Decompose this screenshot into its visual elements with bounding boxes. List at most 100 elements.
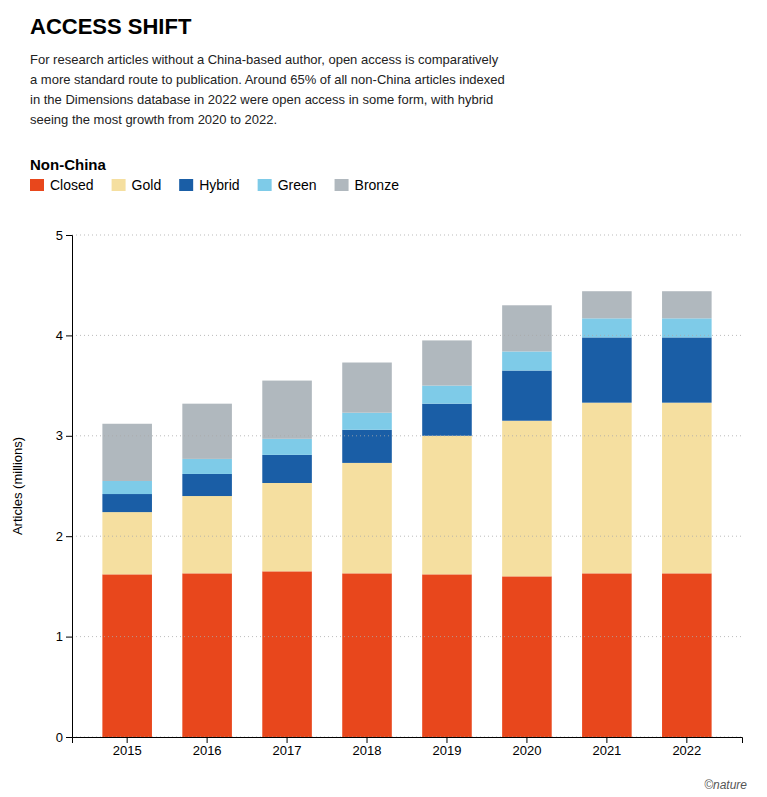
legend-item: Closed xyxy=(30,177,94,193)
chart-svg: ACCESS SHIFT For research articles withou… xyxy=(0,0,767,797)
bar-segment xyxy=(502,576,552,737)
x-tick-mark xyxy=(686,737,687,743)
bar-series xyxy=(102,337,711,512)
bar-segment xyxy=(182,573,232,737)
legend-swatch xyxy=(112,179,126,191)
bar-segment xyxy=(582,573,632,737)
bar-segment xyxy=(342,573,392,737)
bar-segment xyxy=(662,573,712,737)
legend-item: Bronze xyxy=(335,177,400,193)
bar-segment xyxy=(262,483,312,571)
bar-series xyxy=(102,403,711,577)
y-axis-title: Articles (millions) xyxy=(10,437,25,535)
bar-segment xyxy=(102,574,152,737)
region-label: Non-China xyxy=(30,156,106,173)
x-tick-label: 2016 xyxy=(193,743,222,758)
bar-segment xyxy=(662,337,712,402)
bar-segment xyxy=(342,430,392,463)
bar-segment xyxy=(182,459,232,474)
y-tick: 3 xyxy=(56,428,72,443)
x-axis: 2015 2016 2017 2018 2019 2020 2021 2022 xyxy=(73,737,743,758)
bar-segment xyxy=(662,403,712,574)
y-tick-label: 5 xyxy=(56,228,63,243)
bar-segment xyxy=(102,512,152,574)
x-tick-label: 2021 xyxy=(592,743,621,758)
bar-segment xyxy=(422,386,472,404)
bar-segment xyxy=(502,305,552,351)
x-tick: 2019 xyxy=(433,737,462,758)
bar-segment xyxy=(182,474,232,496)
x-tick-label: 2017 xyxy=(273,743,302,758)
grid-line xyxy=(72,636,742,637)
x-tick: 2021 xyxy=(592,737,621,758)
bar-segment xyxy=(582,318,632,337)
bar-segment xyxy=(262,381,312,439)
y-tick: 0 xyxy=(56,730,72,745)
y-tick-mark xyxy=(66,335,72,336)
x-tick: 2017 xyxy=(273,737,302,758)
bar-segment xyxy=(182,496,232,573)
x-tick-label: 2020 xyxy=(512,743,541,758)
bar-segment xyxy=(262,439,312,455)
title: ACCESS SHIFT xyxy=(30,14,192,39)
x-tick: 2018 xyxy=(353,737,382,758)
grid-line xyxy=(72,335,742,336)
bar-segment xyxy=(182,404,232,459)
legend-item: Gold xyxy=(112,177,162,193)
x-tick-mark xyxy=(446,737,447,743)
bar-segment xyxy=(342,413,392,430)
y-axis: 012345 xyxy=(56,228,73,745)
legend-swatch xyxy=(335,179,349,191)
bar-segment xyxy=(582,403,632,574)
subtitle: For research articles without a China-ba… xyxy=(30,52,505,127)
bar-segment xyxy=(582,337,632,402)
x-tick: 2020 xyxy=(512,737,541,758)
y-tick-label: 3 xyxy=(56,428,63,443)
subtitle-line: a more standard route to publication. Ar… xyxy=(30,72,505,87)
bar-segment xyxy=(422,340,472,385)
bar-segment xyxy=(422,404,472,436)
bar-segment xyxy=(422,574,472,737)
y-axis-line xyxy=(66,236,73,738)
x-tick-label: 2015 xyxy=(113,743,142,758)
x-tick-mark xyxy=(367,737,368,743)
legend-swatch xyxy=(179,179,193,191)
bar-segment xyxy=(582,291,632,318)
bar-segment xyxy=(502,371,552,421)
legend-label: Bronze xyxy=(355,177,400,193)
x-tick-mark xyxy=(606,737,607,743)
grid-line xyxy=(72,235,742,236)
x-tick-mark xyxy=(287,737,288,743)
y-tick-mark xyxy=(66,436,72,437)
bar-segment xyxy=(102,481,152,494)
bar-segment xyxy=(342,463,392,573)
x-tick: 2015 xyxy=(113,737,142,758)
bar-segment xyxy=(662,291,712,318)
subtitle-line: For research articles without a China-ba… xyxy=(30,52,499,67)
x-tick-mark xyxy=(526,737,527,743)
bars xyxy=(102,291,711,737)
x-tick: 2022 xyxy=(672,737,701,758)
x-tick: 2016 xyxy=(193,737,222,758)
plot: 20152016201720182019202020212022012345 xyxy=(56,228,743,759)
y-tick: 5 xyxy=(56,228,72,243)
legend: ClosedGoldHybridGreenBronze xyxy=(30,177,399,193)
y-tick-label: 0 xyxy=(56,730,63,745)
bar-segment xyxy=(262,455,312,483)
y-tick: 1 xyxy=(56,629,72,644)
legend-item: Green xyxy=(258,177,317,193)
y-tick-label: 1 xyxy=(56,629,63,644)
bar-segment xyxy=(662,318,712,337)
bar-segment xyxy=(342,363,392,413)
x-tick-mark xyxy=(127,737,128,743)
legend-swatch xyxy=(258,179,272,191)
x-tick-label: 2022 xyxy=(672,743,701,758)
credit: ©nature xyxy=(704,778,747,792)
y-tick: 4 xyxy=(56,328,72,343)
y-tick-mark xyxy=(66,737,72,738)
subtitle-line: seeing the most growth from 2020 to 2022… xyxy=(30,112,277,127)
legend-label: Gold xyxy=(132,177,162,193)
x-tick-mark xyxy=(207,737,208,743)
y-tick-mark xyxy=(66,536,72,537)
bar-series xyxy=(102,571,711,737)
